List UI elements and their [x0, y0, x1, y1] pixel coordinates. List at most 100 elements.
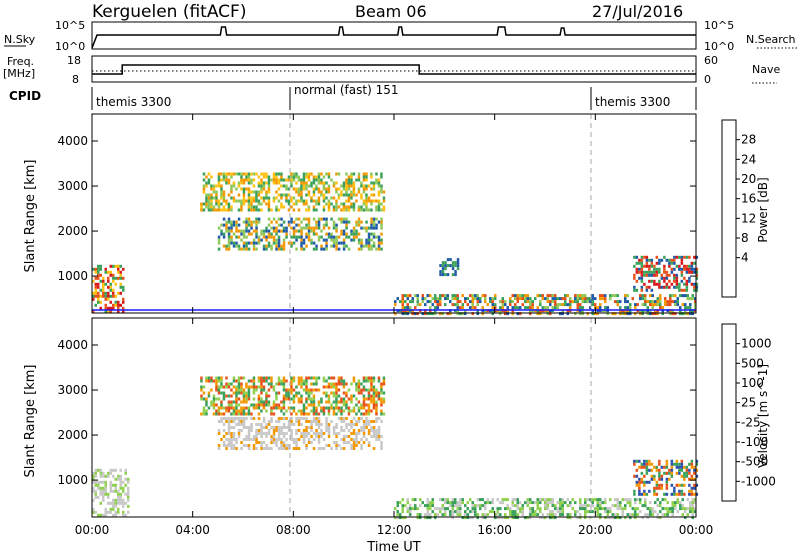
echo-cell — [252, 229, 256, 233]
echo-cell — [653, 270, 656, 274]
echo-cell — [611, 513, 614, 517]
echo-cell — [245, 400, 248, 404]
echo-cell — [332, 376, 336, 380]
echo-cell — [97, 486, 100, 490]
echo-cell — [429, 306, 432, 310]
echo-cell — [431, 303, 434, 307]
echo-cell — [300, 232, 303, 236]
echo-cell — [690, 489, 694, 493]
echo-cell — [287, 178, 291, 182]
echo-cell — [92, 297, 95, 301]
echo-cell — [531, 501, 534, 505]
echo-cell — [454, 510, 457, 514]
echo-cell — [317, 202, 321, 206]
echo-cell — [277, 420, 281, 423]
echo-cell — [380, 238, 383, 242]
echo-cell — [275, 181, 278, 185]
echo-cell — [659, 501, 662, 505]
echo-cell — [481, 498, 484, 502]
echo-cell — [690, 486, 694, 490]
echo-cell — [235, 223, 238, 227]
echo-cell — [312, 208, 316, 212]
echo-cell — [302, 187, 306, 191]
echo-cell — [514, 510, 517, 514]
echo-cell — [641, 312, 644, 316]
echo-region-2 — [200, 376, 386, 416]
echo-cell — [305, 382, 308, 386]
echo-cell — [671, 300, 674, 304]
echo-cell — [325, 241, 328, 245]
echo-cell — [325, 232, 328, 236]
echo-cell — [217, 247, 221, 251]
echo-cell — [109, 486, 112, 490]
echo-cell — [312, 181, 316, 185]
echo-cell — [335, 447, 338, 450]
echo-cell — [579, 297, 582, 301]
echo-cell — [484, 294, 487, 298]
echo-cell — [688, 477, 691, 481]
echo-cell — [270, 385, 273, 389]
echo-cell — [210, 376, 213, 380]
echo-cell — [99, 279, 102, 283]
echo-cell — [596, 507, 599, 511]
echo-cell — [285, 187, 288, 191]
echo-cell — [456, 501, 459, 505]
echo-cell — [302, 435, 306, 438]
echo-cell — [275, 205, 278, 209]
nsky-left-tick-top: 10^5 — [55, 19, 85, 32]
echo-cell — [554, 513, 557, 517]
echo-cell — [372, 244, 376, 248]
echo-cell — [320, 423, 323, 426]
echo-cell — [325, 172, 328, 176]
echo-cell — [499, 312, 502, 316]
echo-cell — [335, 406, 338, 410]
echo-cell — [112, 273, 115, 277]
echo-cell — [665, 486, 669, 490]
echo-cell — [222, 208, 226, 212]
echo-cell — [362, 432, 366, 435]
echo-cell — [680, 468, 684, 472]
echo-cell — [559, 498, 562, 502]
echo-cell — [680, 267, 684, 271]
echo-cell — [227, 394, 231, 398]
echo-cell — [514, 498, 517, 502]
echo-cell — [260, 187, 263, 191]
echo-cell — [332, 235, 336, 239]
echo-cell — [604, 501, 607, 505]
echo-cell — [431, 297, 434, 301]
echo-cell — [300, 220, 303, 224]
echo-cell — [232, 181, 236, 185]
echo-cell — [355, 420, 358, 423]
echo-cell — [342, 205, 346, 209]
echo-cell — [357, 187, 361, 191]
echo-cell — [576, 294, 579, 298]
echo-cell — [202, 397, 206, 401]
echo-cell — [635, 288, 639, 292]
echo-cell — [300, 226, 303, 230]
echo-cell — [217, 444, 221, 447]
echo-cell — [102, 513, 105, 517]
echo-cell — [370, 394, 373, 398]
echo-cell — [262, 420, 266, 423]
echo-cell — [312, 217, 316, 221]
echo-cell — [372, 187, 376, 191]
echo-cell — [94, 276, 97, 280]
echo-cell — [305, 376, 308, 380]
echo-cell — [332, 241, 336, 245]
echo-cell — [330, 235, 333, 239]
echo-cell — [212, 394, 216, 398]
echo-cell — [466, 501, 469, 505]
echo-cell — [693, 282, 696, 286]
echo-cell — [114, 264, 117, 268]
echo-cell — [347, 220, 351, 224]
echo-cell — [689, 507, 692, 511]
echo-cell — [300, 397, 303, 401]
echo-cell — [212, 400, 216, 404]
echo-cell — [307, 397, 311, 401]
echo-cell — [267, 199, 271, 203]
echo-cell — [486, 498, 489, 502]
echo-cell — [599, 504, 602, 508]
echo-cell — [609, 297, 612, 301]
echo-cell — [277, 435, 281, 438]
echo-cell — [235, 417, 238, 420]
